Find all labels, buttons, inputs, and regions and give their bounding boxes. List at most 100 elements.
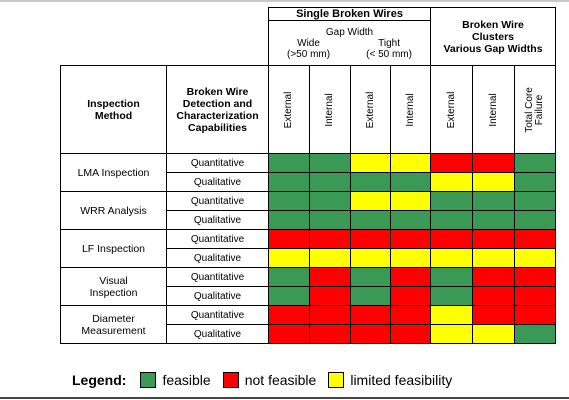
feasibility-cell-not: [472, 305, 515, 325]
gap-tight: Tight (< 50 mm): [366, 38, 412, 60]
feasibility-cell-not: [350, 324, 391, 344]
feasibility-cell-not: [472, 267, 515, 287]
capabilities-header: Broken Wire Detection and Characterizati…: [166, 65, 269, 154]
feasibility-cell-not: [430, 153, 473, 173]
column-header-label: Internal: [324, 92, 335, 127]
feasibility-cell-limited: [430, 248, 473, 268]
feasibility-cell-feasible: [309, 191, 351, 211]
feasibility-cell-not: [309, 229, 351, 249]
capability-level-cell: Qualitative: [166, 172, 269, 192]
gap-wide-range: (>50 mm): [287, 49, 331, 60]
feasibility-cell-feasible: [514, 191, 556, 211]
feasibility-cell-not: [390, 324, 431, 344]
feasibility-cell-not: [350, 229, 391, 249]
feasibility-cell-limited: [350, 191, 391, 211]
column-header-label: External: [445, 91, 457, 128]
feasibility-cell-feasible: [309, 210, 351, 230]
feasibility-cell-not: [309, 286, 351, 306]
feasibility-cell-feasible: [430, 286, 473, 306]
blank-corner-2: [167, 8, 269, 21]
feasibility-cell-not: [309, 267, 351, 287]
column-header-2: Internal: [309, 65, 351, 154]
feasibility-cell-feasible: [350, 286, 391, 306]
capability-level-cell: Quantitative: [166, 305, 269, 325]
feasibility-cell-feasible: [472, 210, 515, 230]
feasibility-cell-not: [350, 305, 391, 325]
table-row: Diameter Measurement Quantitative: [60, 305, 556, 344]
broken-wire-clusters-header: Broken Wire Clusters Various Gap Widths: [430, 7, 556, 66]
legend-swatch-feasible: [140, 372, 157, 388]
feasibility-cell-limited: [472, 324, 515, 344]
table-row: Visual Inspection Quantitative: [60, 267, 556, 306]
top-divider: [0, 0, 569, 2]
clusters-line-2: Clusters: [471, 30, 514, 43]
feasibility-cell-feasible: [268, 191, 310, 211]
column-header-label: Total Core Failure: [524, 86, 545, 133]
feasibility-cell-not: [514, 286, 556, 306]
table-row: LMA Inspection Quantitative: [60, 153, 556, 192]
feasibility-cell-limited: [514, 248, 556, 268]
feasibility-cell-feasible: [350, 210, 391, 230]
feasibility-cell-feasible: [430, 191, 473, 211]
capability-level-cell: Qualitative: [166, 248, 269, 268]
legend-item-not: not feasible: [222, 372, 317, 388]
feasibility-cell-limited: [430, 324, 473, 344]
feasibility-cell-feasible: [309, 153, 351, 173]
feasibility-cell-limited: [390, 248, 431, 268]
feasibility-cell-not: [268, 324, 310, 344]
feasibility-cell-limited: [350, 248, 391, 268]
capability-level-cell: Quantitative: [166, 153, 269, 173]
capability-matrix: Single Broken Wires Broken Wire Clusters…: [60, 7, 556, 344]
feasibility-cell-feasible: [268, 286, 310, 306]
gap-tight-label: Tight: [378, 38, 400, 49]
feasibility-cell-not: [268, 229, 310, 249]
legend-label: limited feasibility: [350, 372, 453, 388]
feasibility-cell-not: [430, 229, 473, 249]
inspection-method-cell: Visual Inspection: [60, 267, 167, 306]
column-header-label: External: [283, 91, 294, 128]
column-header-6: Internal: [472, 65, 515, 154]
feasibility-cell-not: [514, 305, 556, 325]
column-header-label: Internal: [404, 92, 416, 127]
inspection-method-cell: LMA Inspection: [60, 153, 167, 192]
bottom-divider: [0, 397, 569, 399]
table-row: Qualitative: [61, 210, 556, 230]
gap-tight-range: (< 50 mm): [366, 49, 412, 60]
legend: Legend: feasible not feasible limited feas…: [72, 369, 464, 391]
gap-wide: Wide (>50 mm): [287, 38, 330, 60]
feasibility-cell-feasible: [350, 267, 391, 287]
feasibility-cell-not: [390, 305, 431, 325]
gap-width-title: Gap Width: [325, 27, 374, 38]
feasibility-cell-not: [390, 267, 431, 287]
feasibility-cell-feasible: [472, 191, 515, 211]
capability-level-cell: Quantitative: [166, 229, 269, 249]
feasibility-cell-limited: [430, 305, 473, 325]
column-header-7: Total Core Failure: [514, 65, 556, 154]
blank-corner-3: [61, 21, 167, 66]
feasibility-cell-feasible: [430, 267, 473, 287]
capability-level-cell: Qualitative: [166, 210, 269, 230]
clusters-line-1: Broken Wire: [462, 18, 524, 31]
column-header-4: Internal: [390, 65, 431, 154]
feasibility-cell-limited: [472, 248, 515, 268]
table-row: WRR Analysis Quantitative: [60, 191, 556, 230]
blank-corner-4: [167, 21, 269, 66]
feasibility-cell-not: [390, 286, 431, 306]
feasibility-cell-feasible: [514, 210, 556, 230]
legend-item-feasible: feasible: [140, 372, 211, 388]
feasibility-cell-feasible: [350, 172, 391, 192]
feasibility-cell-feasible: [390, 172, 431, 192]
legend-label: not feasible: [244, 372, 317, 388]
inspection-method-header: Inspection Method: [60, 65, 167, 154]
legend-swatch-not: [222, 372, 239, 388]
column-header-label: Internal: [487, 92, 499, 127]
feasibility-cell-not: [309, 305, 351, 325]
table-row: Qualitative: [61, 324, 556, 344]
feasibility-cell-feasible: [514, 172, 556, 192]
legend-label: feasible: [162, 372, 211, 388]
inspection-method-cell: WRR Analysis: [60, 191, 167, 230]
column-header-1: External: [268, 65, 310, 154]
legend-item-limited: limited feasibility: [328, 372, 452, 388]
feasibility-cell-not: [472, 286, 515, 306]
feasibility-cell-limited: [350, 153, 391, 173]
